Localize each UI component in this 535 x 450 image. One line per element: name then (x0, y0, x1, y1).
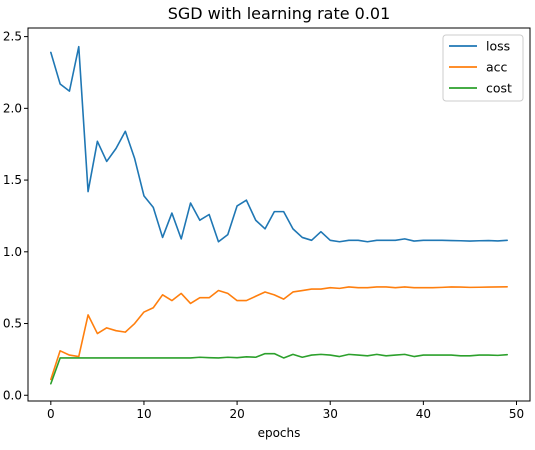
y-tick-label: 0.5 (3, 317, 22, 331)
y-tick-label: 2.5 (3, 30, 22, 44)
x-axis-label: epochs (258, 426, 301, 440)
series-layer (50, 45, 508, 385)
x-tick-label: 40 (416, 407, 431, 421)
y-tick-label: 0.0 (3, 388, 22, 402)
axes-layer: 0 10 20 30 40 50 0.0 0.5 1.0 1.5 2.0 2.5 (3, 30, 524, 421)
legend-label-acc: acc (486, 60, 508, 75)
series-line-loss (50, 45, 508, 243)
x-tick-label: 10 (136, 407, 151, 421)
legend-label-cost: cost (486, 81, 512, 96)
y-tick-label: 1.0 (3, 245, 22, 259)
y-tick-label: 2.0 (3, 101, 22, 115)
x-tick-label: 20 (229, 407, 244, 421)
legend-label-loss: loss (486, 39, 510, 54)
legend: loss acc cost (442, 34, 524, 102)
plot-frame (27, 27, 531, 402)
x-tick-label: 30 (323, 407, 338, 421)
legend-box (442, 34, 524, 102)
y-tick-label: 1.5 (3, 173, 22, 187)
chart-title: SGD with learning rate 0.01 (168, 4, 391, 23)
series-line-cost (50, 352, 508, 385)
x-tick-label: 50 (509, 407, 524, 421)
series-line-acc (50, 285, 508, 381)
x-tick-label: 0 (47, 407, 55, 421)
